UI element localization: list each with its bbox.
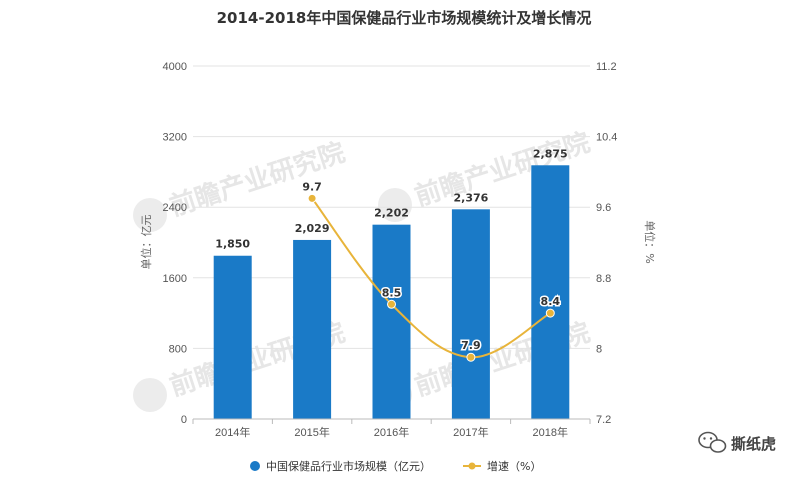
y-left-tick-5: 4000 — [163, 61, 187, 73]
growth-point-1 — [307, 193, 317, 203]
legend-line-label: 增速（%） — [487, 459, 541, 473]
y-left-tick-4: 3200 — [163, 132, 187, 144]
y-left-tick-0: 0 — [181, 414, 187, 426]
growth-point-4 — [545, 308, 555, 318]
bar-label-0: 1,850 — [215, 238, 250, 251]
x-tick-3: 2017年 — [453, 425, 488, 439]
bar-4 — [531, 165, 570, 419]
y-right-tick-5: 11.2 — [596, 61, 617, 73]
brand: 撕纸虎 — [698, 431, 776, 453]
wechat-icon — [698, 431, 727, 453]
bar-2 — [372, 224, 411, 419]
x-tick-2: 2016年 — [374, 425, 409, 439]
y-left-tick-1: 800 — [169, 343, 187, 355]
growth-line: 9.7 8.5 7.9 8.4 — [301, 179, 562, 362]
growth-label-4: 8.4 — [541, 295, 561, 308]
y-right-tick-2: 8.8 — [596, 273, 611, 285]
growth-line-path — [311, 197, 551, 359]
bar-3 — [451, 209, 490, 419]
legend-bar-marker — [250, 461, 260, 471]
watermark-logo-2 — [133, 378, 167, 412]
watermark-logo-1 — [378, 188, 412, 222]
bar-0 — [213, 255, 252, 419]
bar-label-3: 2,376 — [454, 191, 489, 204]
left-axis-label: 单位：亿元 — [139, 215, 153, 270]
y-left-tick-2: 1600 — [163, 273, 187, 285]
growth-point-2 — [387, 299, 396, 309]
bar-label-2: 2,202 — [374, 207, 409, 220]
x-tick-1: 2015年 — [294, 425, 329, 439]
bar-label-1: 2,029 — [295, 222, 330, 235]
axes: 0 800 1600 2400 3200 4000 7.2 8 8.8 9.6 10.4 11.2 20… — [163, 61, 618, 439]
bar-label-4: 2,875 — [533, 147, 568, 160]
legend-line-dot — [468, 462, 476, 470]
legend: 中国保健品行业市场规模（亿元） 增速（%） — [250, 459, 541, 473]
brand-name: 撕纸虎 — [731, 435, 776, 453]
growth-label-1: 9.7 — [302, 180, 322, 193]
chart-title: 2014-2018年中国保健品行业市场规模统计及增长情况 — [217, 9, 592, 27]
x-tick-0: 2014年 — [215, 425, 250, 439]
y-right-tick-1: 8 — [596, 343, 602, 355]
y-right-tick-4: 10.4 — [596, 132, 617, 144]
right-axis-label: 单位：% — [643, 220, 657, 263]
growth-point-3 — [466, 352, 476, 362]
growth-label-2: 8.5 — [382, 286, 402, 299]
y-right-tick-0: 7.2 — [596, 414, 611, 426]
x-tick-4: 2018年 — [533, 425, 568, 439]
y-right-tick-3: 9.6 — [596, 202, 611, 214]
growth-label-3: 7.9 — [461, 339, 481, 352]
bars: 1,850 2,029 2,202 2,376 2,875 — [213, 147, 570, 419]
watermark-logo-0 — [133, 198, 167, 232]
bar-1 — [293, 239, 332, 419]
legend-bar-label: 中国保健品行业市场规模（亿元） — [266, 459, 431, 473]
y-left-tick-3: 2400 — [163, 202, 187, 214]
